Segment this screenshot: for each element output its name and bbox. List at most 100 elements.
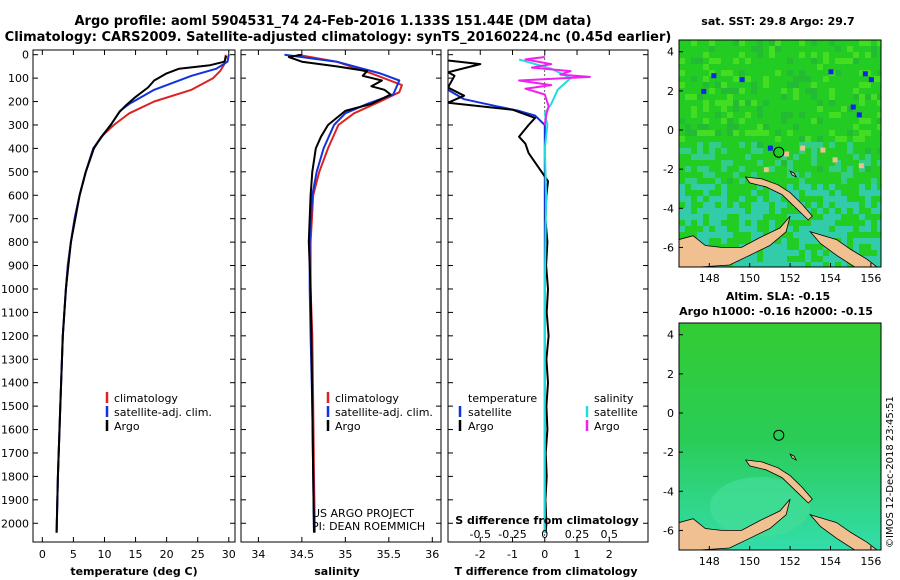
sst-cell — [721, 196, 727, 202]
sst-cell — [703, 100, 709, 106]
sst-cell — [811, 40, 817, 46]
sst-cell — [829, 40, 835, 46]
sst-cell — [841, 202, 847, 208]
map-x-tick-label: 152 — [780, 272, 801, 285]
map-x-tick-label: 156 — [860, 555, 881, 568]
depth-tick-label: 1100 — [1, 306, 29, 319]
x-tick-label: 10 — [97, 548, 111, 561]
sst-cell — [745, 76, 751, 82]
cold-pixel — [767, 145, 773, 151]
sst-cell — [703, 172, 709, 178]
legend-salinity-title: salinity — [594, 392, 634, 405]
sst-cell — [817, 250, 823, 256]
sst-cell — [763, 100, 769, 106]
sst-cell — [865, 226, 871, 232]
sst-cell — [835, 214, 841, 220]
argo-position-marker — [773, 146, 785, 158]
sst-cell — [721, 100, 727, 106]
sst-cell — [727, 124, 733, 130]
sst-cell — [787, 166, 793, 172]
sst-cell — [835, 70, 841, 76]
land-mass — [809, 231, 878, 267]
sst-cell — [757, 112, 763, 118]
sst-cell — [703, 184, 709, 190]
sst-cell — [769, 226, 775, 232]
sst-cell — [757, 262, 763, 267]
sst-cell — [799, 184, 805, 190]
sst-cell — [691, 154, 697, 160]
sst-cell — [859, 40, 865, 46]
sst-cell — [721, 82, 727, 88]
sst-cell — [703, 124, 709, 130]
sst-cell — [733, 208, 739, 214]
depth-tick-label: 100 — [8, 72, 29, 85]
sst-cell — [793, 190, 799, 196]
sst-cell — [817, 136, 823, 142]
sst-cell — [775, 208, 781, 214]
x-tick-label: 25 — [191, 548, 205, 561]
sst-cell — [811, 52, 817, 58]
legend-sat-label: satellite-adj. clim. — [335, 406, 433, 419]
sst-cell — [721, 208, 727, 214]
sst-cell — [811, 118, 817, 124]
sst-cell — [817, 142, 823, 148]
sst-cell — [787, 250, 793, 256]
sst-cell — [769, 220, 775, 226]
sst-cell — [799, 52, 805, 58]
sst-cell — [847, 142, 853, 148]
map-y-tick-label: -6 — [663, 524, 674, 537]
x-tick-label: 34 — [251, 548, 265, 561]
sst-cell — [871, 94, 877, 100]
depth-tick-label: 200 — [8, 96, 29, 109]
sst-cell — [823, 52, 829, 58]
sst-cell — [745, 226, 751, 232]
sst-cell — [697, 232, 703, 238]
x-tick-label: 15 — [129, 548, 143, 561]
sst-cell — [811, 142, 817, 148]
s-diff-tick-label: 0 — [541, 528, 548, 541]
sst-cell — [835, 58, 841, 64]
sst-cell — [757, 232, 763, 238]
sst-cell — [877, 202, 881, 208]
sst-cell — [841, 106, 847, 112]
sst-cell — [775, 196, 781, 202]
depth-tick-label: 600 — [8, 189, 29, 202]
sst-cell — [829, 256, 835, 262]
sst-cell — [733, 202, 739, 208]
sst-cell — [871, 184, 877, 190]
sst-cell — [859, 136, 865, 142]
sst-cell — [775, 40, 781, 46]
sst-cell — [679, 58, 685, 64]
sst-cell — [697, 94, 703, 100]
depth-tick-label: 300 — [8, 119, 29, 132]
sst-cell — [859, 226, 865, 232]
sst-cell — [865, 148, 871, 154]
sst-cell — [727, 100, 733, 106]
sst-cell — [703, 166, 709, 172]
sst-cell — [793, 214, 799, 220]
map-frame — [678, 322, 882, 551]
sst-cell — [865, 202, 871, 208]
series-line-s-argo — [518, 56, 591, 126]
sst-cell — [829, 196, 835, 202]
sst-cell — [841, 58, 847, 64]
sst-cell — [727, 70, 733, 76]
sst-cell — [679, 184, 685, 190]
sst-cell — [829, 100, 835, 106]
imos-footer: ©IMOS 12-Dec-2018 23:45:51 — [885, 396, 896, 548]
sst-cell — [679, 190, 685, 196]
cold-pixel — [850, 104, 856, 110]
sst-cell — [715, 100, 721, 106]
sst-cell — [709, 196, 715, 202]
legend-clim-label: climatology — [114, 392, 178, 405]
sst-cell — [823, 76, 829, 82]
sst-cell — [841, 172, 847, 178]
sst-cell — [751, 88, 757, 94]
sst-cell — [703, 154, 709, 160]
sst-cell — [751, 226, 757, 232]
sst-cell — [763, 256, 769, 262]
sst-cell — [823, 196, 829, 202]
sst-cell — [835, 226, 841, 232]
sst-cell — [727, 112, 733, 118]
sst-cell — [847, 58, 853, 64]
